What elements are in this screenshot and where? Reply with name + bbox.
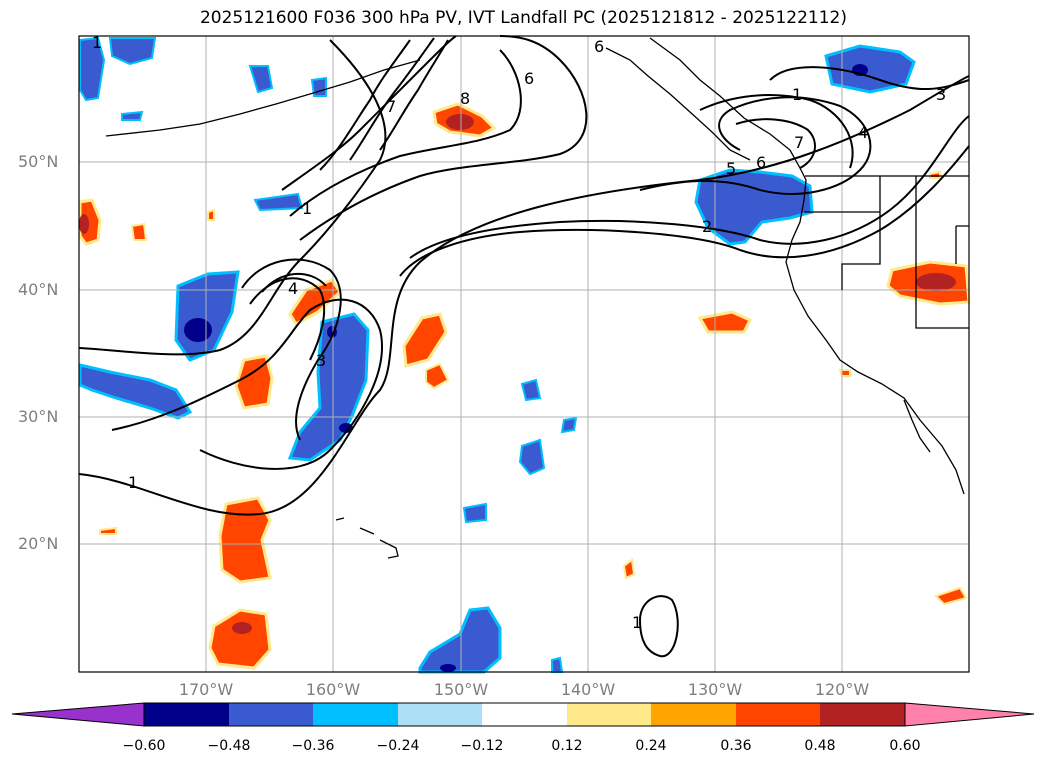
pv-positive-region — [622, 558, 636, 580]
lon-tick-label: 140°W — [560, 680, 616, 699]
pv-negative-region — [310, 76, 327, 97]
pv-positive-core — [232, 622, 252, 634]
pv-positive-region — [929, 170, 941, 179]
lat-tick-label: 30°N — [18, 407, 59, 426]
lon-tick-label: 150°W — [433, 680, 489, 699]
pv-positive-core — [446, 114, 474, 130]
pv-positive-region — [697, 310, 753, 334]
contour-label: 1 — [632, 613, 642, 632]
contour-label: 7 — [386, 97, 396, 116]
contour-label: 3 — [936, 85, 946, 104]
pv-negative-core — [339, 423, 353, 433]
pv-negative-region — [253, 192, 304, 212]
pv-negative-region — [287, 312, 370, 462]
pv-positive-region — [402, 312, 448, 368]
pv-negative-region — [121, 110, 144, 121]
lat-tick-label: 40°N — [18, 280, 59, 299]
colorbar-segment — [144, 703, 229, 726]
lon-tick-label: 160°W — [305, 680, 361, 699]
contour-label: 1 — [128, 473, 138, 492]
lat-tick-label: 50°N — [18, 152, 59, 171]
contour-label: 4 — [288, 279, 298, 298]
contour-label: 6 — [524, 69, 534, 88]
pv-positive-region — [130, 222, 148, 241]
pv-positive-region — [934, 586, 968, 606]
contour-label: 2 — [702, 217, 712, 236]
contour-label: 3 — [316, 351, 326, 370]
colorbar-segment — [398, 703, 482, 726]
contour-label: 7 — [794, 133, 804, 152]
pv-positive-region — [208, 608, 272, 670]
colorbar — [11, 702, 1035, 727]
pv-positive-region — [218, 496, 272, 584]
map-frame — [78, 35, 970, 673]
pv-positive-region — [234, 354, 274, 410]
colorbar-tick-label: 0.12 — [551, 738, 583, 754]
pv-anomaly-fills — [78, 36, 971, 674]
map-title: 2025121600 F036 300 hPa PV, IVT Landfall… — [199, 8, 847, 28]
colorbar-segment — [651, 703, 736, 726]
pv-negative-region — [79, 36, 106, 102]
lon-tick-label: 120°W — [814, 680, 870, 699]
pv-negative-region — [462, 502, 487, 524]
contour-label: 1 — [92, 33, 102, 52]
colorbar-outline — [143, 702, 906, 727]
contour-labels: 1 1 1 4 3 1 7 8 6 6 3 4 5 2 7 6 1 — [92, 33, 946, 632]
colorbar-segment — [229, 703, 313, 726]
pv-negative-core — [184, 318, 212, 342]
pv-positive-region — [425, 362, 450, 390]
pv-positive-core — [916, 273, 956, 291]
lon-tick-label: 170°W — [178, 680, 234, 699]
contour-label: 1 — [792, 85, 802, 104]
colorbar-tick-label: −0.24 — [376, 738, 420, 754]
colorbar-segment — [482, 703, 567, 726]
gridlines — [79, 36, 969, 672]
colorbar-tick-label: −0.48 — [207, 738, 251, 754]
pv-contours — [78, 35, 970, 658]
colorbar-tick-label: −0.36 — [291, 738, 335, 754]
colorbar-segment — [567, 703, 651, 726]
colorbar-tick-label: 0.24 — [635, 738, 667, 754]
colorbar-segment — [736, 703, 820, 726]
coastlines — [105, 37, 969, 559]
contour-label: 6 — [594, 37, 604, 56]
contour-label: 4 — [858, 123, 868, 142]
pv-negative-region — [551, 656, 564, 673]
pv-negative-region — [108, 37, 157, 66]
colorbar-extend-low — [11, 702, 145, 727]
colorbar-segment — [313, 703, 398, 726]
colorbar-extend-high — [904, 702, 1035, 727]
pv-negative-core — [440, 664, 456, 672]
pv-negative-region — [518, 438, 546, 476]
lat-tick-label: 20°N — [18, 534, 59, 553]
pv-negative-region — [824, 44, 916, 94]
contour-label: 8 — [460, 89, 470, 108]
pv-negative-region — [520, 378, 542, 402]
colorbar-tick-label: 0.36 — [720, 738, 752, 754]
pv-negative-region — [560, 416, 578, 434]
pv-positive-region — [99, 526, 117, 535]
colorbar-tick-label: 0.48 — [804, 738, 836, 754]
contour-label: 5 — [726, 159, 736, 178]
colorbar-tick-label: −0.12 — [460, 738, 504, 754]
pv-positive-core — [79, 214, 89, 234]
contour-label: 1 — [302, 199, 312, 218]
colorbar-tick-label: 0.60 — [889, 738, 921, 754]
colorbar-tick-label: −0.60 — [122, 738, 166, 754]
pv-negative-region — [78, 363, 193, 420]
colorbar-segment — [820, 703, 905, 726]
pv-positive-region — [207, 208, 215, 221]
contour-label: 6 — [756, 153, 766, 172]
pv-negative-region — [248, 65, 274, 94]
lon-tick-label: 130°W — [687, 680, 743, 699]
